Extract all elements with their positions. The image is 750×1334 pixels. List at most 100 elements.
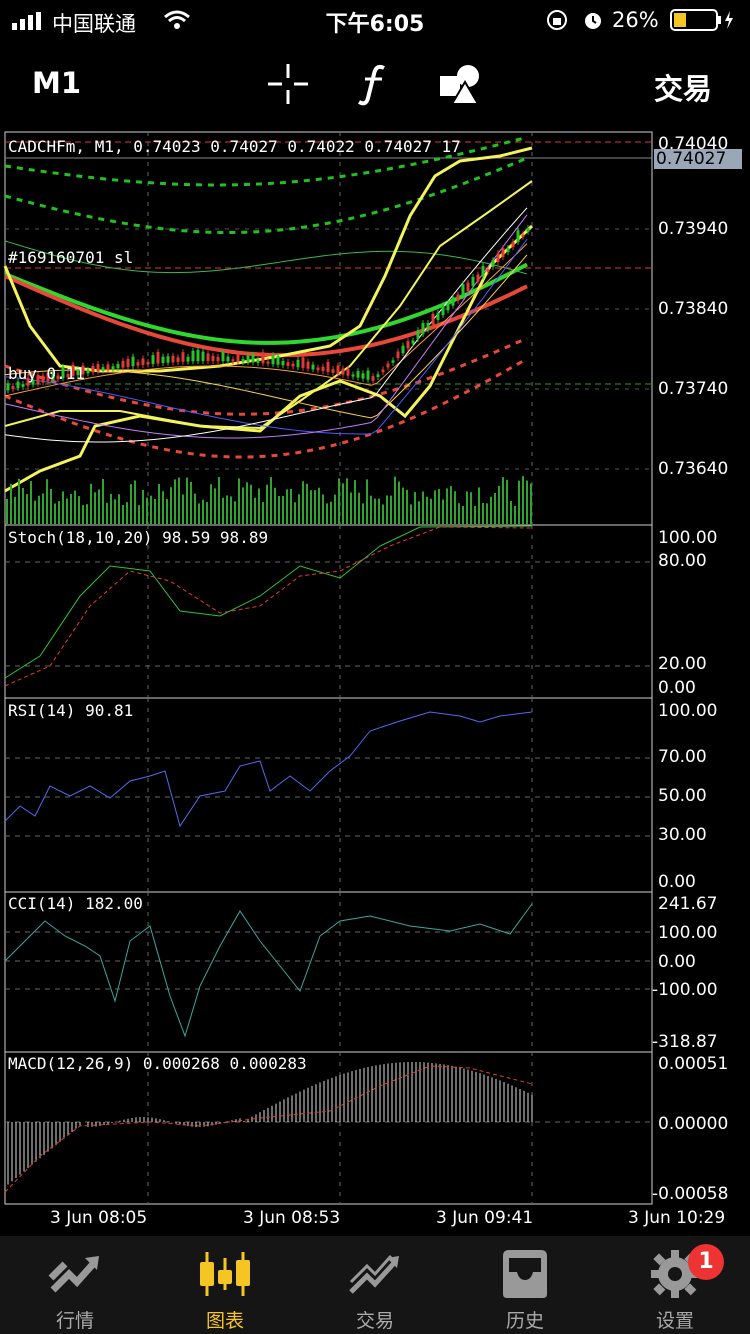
candle bbox=[111, 366, 115, 370]
candle bbox=[486, 269, 490, 272]
objects-icon[interactable] bbox=[438, 62, 482, 106]
candle bbox=[156, 351, 160, 364]
volume-bar bbox=[70, 493, 72, 524]
candle bbox=[131, 356, 135, 367]
candle bbox=[11, 386, 15, 390]
price-axis-label: 0.73640 bbox=[658, 459, 729, 479]
volume-bar bbox=[38, 495, 40, 524]
volume-bar bbox=[266, 484, 268, 524]
volume-bar bbox=[34, 500, 36, 524]
volume-bar bbox=[378, 498, 380, 524]
candle bbox=[521, 234, 525, 237]
volume-bar bbox=[506, 479, 508, 524]
candle bbox=[511, 241, 515, 248]
candle bbox=[346, 368, 350, 376]
candle bbox=[146, 361, 150, 365]
battery-icon bbox=[670, 9, 733, 31]
chart-canvas[interactable] bbox=[0, 126, 750, 1234]
candle bbox=[326, 361, 330, 372]
volume-bar bbox=[110, 493, 112, 524]
candle bbox=[96, 364, 100, 372]
volume-bar bbox=[518, 480, 520, 524]
candle bbox=[171, 355, 175, 363]
function-icon[interactable] bbox=[356, 62, 390, 106]
volume-bar bbox=[162, 491, 164, 524]
candle bbox=[441, 305, 445, 316]
rsi-level: 70.00 bbox=[658, 747, 707, 767]
candle bbox=[41, 375, 45, 383]
candle bbox=[181, 352, 185, 362]
tab-quotes[interactable]: 行情 bbox=[0, 1236, 150, 1334]
volume-bar bbox=[106, 502, 108, 524]
candle bbox=[6, 383, 10, 391]
candle bbox=[426, 322, 430, 330]
volume-bar bbox=[366, 479, 368, 524]
volume-bar bbox=[142, 489, 144, 524]
current-price-tag: 0.74027 bbox=[654, 149, 742, 169]
candle bbox=[461, 284, 465, 297]
stoch-level: 0.00 bbox=[658, 678, 696, 698]
volume-bar bbox=[246, 482, 248, 524]
candle bbox=[46, 372, 50, 382]
volume-bar bbox=[62, 491, 64, 524]
candle bbox=[286, 362, 290, 366]
volume-bar bbox=[202, 499, 204, 524]
moving-average bbox=[4, 243, 528, 397]
crosshair-icon[interactable] bbox=[266, 62, 310, 106]
volume-bar bbox=[158, 484, 160, 524]
volume-bar bbox=[490, 496, 492, 524]
stoch-level: 80.00 bbox=[658, 551, 707, 571]
volume-bar bbox=[274, 487, 276, 524]
volume-bar bbox=[462, 505, 464, 524]
volume-bar bbox=[118, 494, 120, 524]
volume-bar bbox=[418, 501, 420, 524]
volume-bar bbox=[190, 481, 192, 524]
rsi-label: RSI(14) 90.81 bbox=[8, 701, 134, 720]
timeframe-button[interactable]: M1 bbox=[32, 66, 82, 100]
tab-history[interactable]: 历史 bbox=[450, 1236, 600, 1334]
candle bbox=[141, 358, 145, 366]
cci-level: 241.67 bbox=[658, 894, 718, 914]
candle bbox=[151, 355, 155, 364]
volume-bar bbox=[130, 484, 132, 524]
volume-bar bbox=[338, 478, 340, 524]
tab-settings[interactable]: 设置 bbox=[600, 1236, 750, 1334]
candle bbox=[51, 372, 55, 381]
volume-bar bbox=[178, 477, 180, 524]
trade-button[interactable]: 交易 bbox=[654, 72, 713, 106]
volume-bar bbox=[318, 487, 320, 524]
candle bbox=[276, 356, 280, 365]
volume-bar bbox=[466, 491, 468, 524]
candle bbox=[211, 355, 215, 362]
tab-chart[interactable]: 图表 bbox=[150, 1236, 300, 1334]
volume-bar bbox=[262, 502, 264, 524]
volume-bar bbox=[26, 494, 28, 524]
stoch-signal-line bbox=[4, 526, 533, 687]
volume-bar bbox=[10, 483, 12, 524]
macd-signal-line bbox=[4, 1065, 533, 1193]
envelope-line bbox=[4, 156, 528, 235]
panel-frame bbox=[4, 524, 653, 699]
tab-label: 设置 bbox=[655, 1310, 694, 1332]
chart-area[interactable]: CADCHFm, M1, 0.74023 0.74027 0.74022 0.7… bbox=[0, 126, 750, 1234]
signal-icon bbox=[12, 12, 41, 30]
candle bbox=[386, 363, 390, 368]
candle bbox=[271, 355, 275, 365]
tab-trade[interactable]: 交易 bbox=[300, 1236, 450, 1334]
time-axis-label: 3 Jun 08:05 bbox=[50, 1208, 148, 1228]
candle bbox=[221, 352, 225, 362]
volume-bar bbox=[206, 501, 208, 524]
candle bbox=[456, 294, 460, 301]
candle bbox=[251, 354, 255, 363]
volume-bar bbox=[254, 497, 256, 524]
candle bbox=[476, 274, 480, 282]
candle bbox=[136, 362, 140, 366]
moving-average bbox=[4, 207, 528, 443]
volume-bar bbox=[458, 503, 460, 524]
volume-bar bbox=[326, 503, 328, 524]
volume-bar bbox=[438, 488, 440, 524]
order-buy-label: buy 0.11 bbox=[8, 364, 86, 383]
candle bbox=[356, 371, 360, 378]
volume-bar bbox=[174, 479, 176, 524]
candle bbox=[91, 365, 95, 373]
